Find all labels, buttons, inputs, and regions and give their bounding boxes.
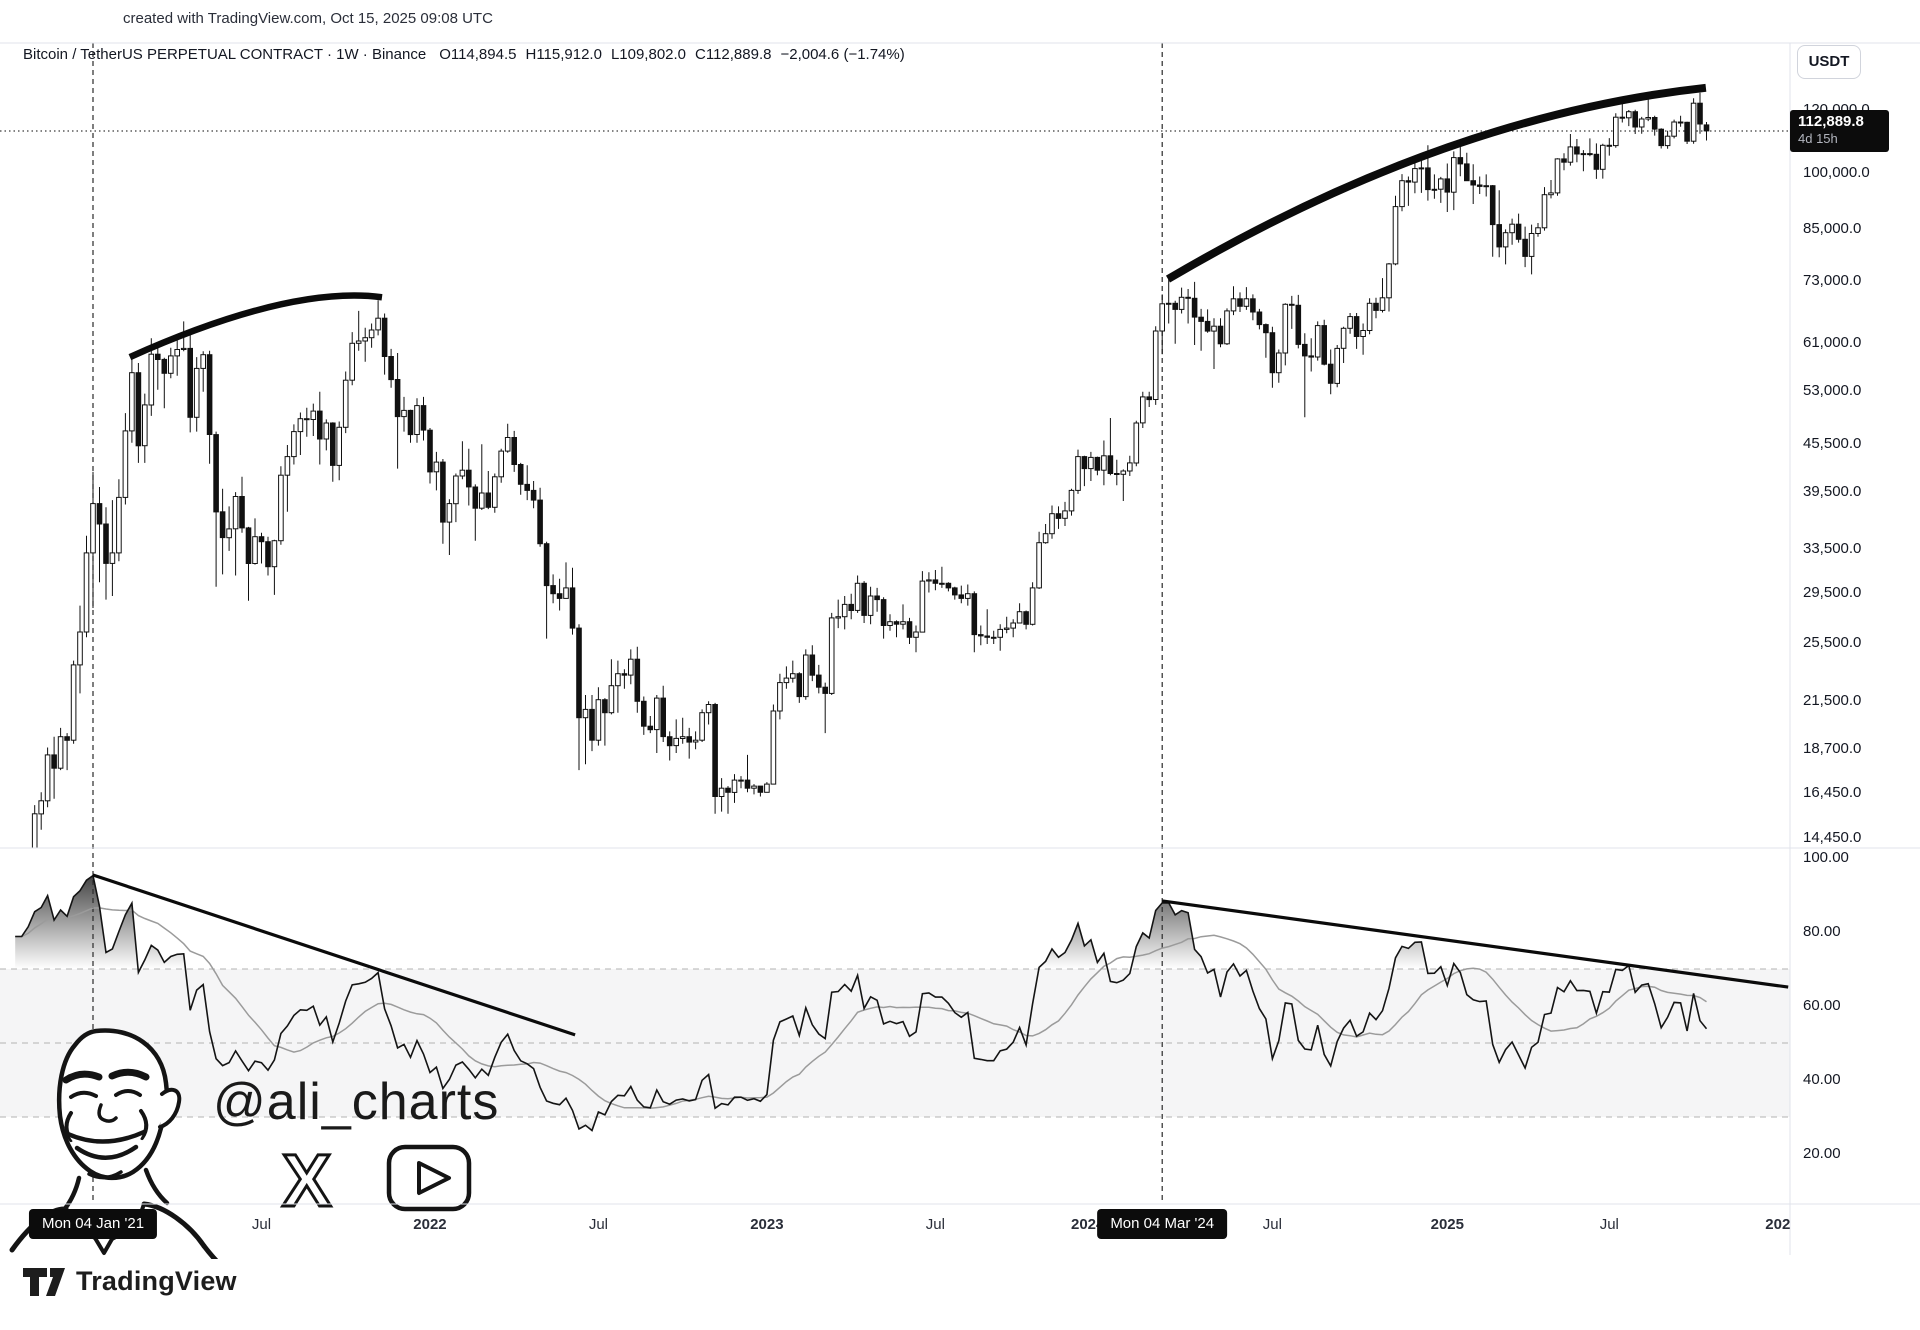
time-tick-label: Jul [925,1216,945,1233]
time-tick-label: Jul [251,1216,272,1233]
candles [31,92,1710,848]
rsi-tick-label: 60.00 [1803,997,1841,1014]
watermark-handle: @ali_charts [213,1073,500,1131]
bar-countdown: 4d 15h [1798,131,1838,146]
crosshair-date-badge: Mon 04 Jan '21 [28,1209,158,1239]
price-tick-label: 73,000.0 [1803,271,1862,289]
price-tick-label: 18,700.0 [1803,740,1862,758]
price-tick-label: 29,500.0 [1803,583,1862,601]
time-tick-label: 2023 [750,1216,784,1233]
x-logo-icon: X [282,1139,331,1222]
price-tick-label: 61,000.0 [1803,333,1862,351]
time-tick-label: 2025 [1430,1216,1464,1233]
time-tick-label: Jul [588,1216,609,1233]
rsi-tick-label: 80.00 [1803,923,1841,940]
rsi-trendline [1161,899,1789,989]
ohlc-high: H115,912.0 [525,46,602,63]
time-axis[interactable]: 2024 Jul 2022 Jul 2023 Jul Jul 2025 Jul 202 Mon 04… [0,1204,1796,1256]
rsi-ma-line [15,907,1707,1109]
ohlc-low: L109,802.0 [610,46,687,63]
tradingview-logo-text: TradingView [76,1266,237,1296]
rsi-tick-label: 40.00 [1803,1071,1841,1088]
price-tick-label: 21,500.0 [1803,692,1862,710]
ohlc-close: C112,889.8 [695,46,772,63]
credit-line: created with TradingView.com, Oct 15, 20… [123,10,493,27]
time-tick-label: Jul [1262,1216,1282,1233]
currency-toggle-button[interactable]: USDT [1797,45,1861,79]
rsi-trendline [92,873,576,1037]
ohlc-change: −2,004.6 (−1.74%) [780,46,905,63]
price-tick-label: 39,500.0 [1803,483,1862,501]
tradingview-logo-icon [23,1267,65,1296]
crosshair-date-badge: Mon 04 Mar '24 [1097,1209,1228,1239]
price-tick-label: 45,500.0 [1803,434,1862,452]
rsi-line [15,874,1708,1132]
price-tick-label: 33,500.0 [1803,539,1862,557]
price-tick-label: 14,450.0 [1803,828,1862,846]
time-tick-label: 2022 [413,1216,447,1233]
price-tick-label: 100,000.0 [1803,163,1870,181]
time-tick-label: Jul [1599,1216,1619,1233]
rsi-pane [15,873,1789,1132]
price-tick-label: 16,450.0 [1803,784,1862,802]
rounding-top-arc [1165,83,1707,283]
youtube-logo-icon [386,1144,472,1212]
symbol-row: Bitcoin / TetherUS PERPETUAL CONTRACT · … [23,46,905,63]
price-tick-label: 25,500.0 [1803,633,1862,651]
footer-logo[interactable]: TradingView [22,1266,237,1297]
price-tick-label: 85,000.0 [1803,219,1862,237]
pane-borders [0,42,1920,1255]
time-tick-label: 202 [1765,1216,1791,1233]
time-tick-label: 2024 [1070,1216,1105,1233]
last-price-badge: 112,889.8 4d 15h [1790,110,1889,152]
ohlc-open: O114,894.5 [439,46,517,63]
last-price-value: 112,889.8 [1798,113,1864,130]
symbol-title[interactable]: Bitcoin / TetherUS PERPETUAL CONTRACT · … [23,46,427,63]
price-tick-label: 53,000.0 [1803,382,1862,400]
rounding-top-arc [128,292,383,361]
rsi-tick-label: 20.00 [1803,1145,1841,1162]
rsi-tick-label: 100.00 [1803,849,1849,866]
